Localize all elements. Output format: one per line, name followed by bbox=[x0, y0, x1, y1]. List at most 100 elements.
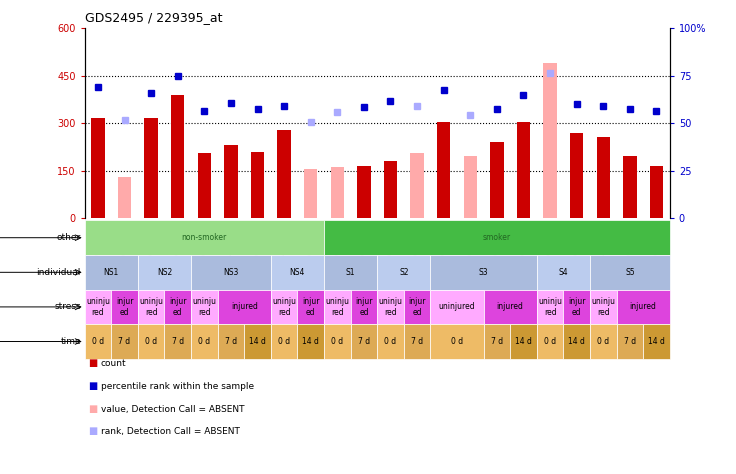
Text: NS3: NS3 bbox=[223, 268, 238, 277]
Text: injur
ed: injur ed bbox=[116, 297, 133, 317]
Bar bbox=[350, 324, 378, 359]
Text: NS2: NS2 bbox=[157, 268, 172, 277]
Bar bbox=[164, 290, 191, 324]
Bar bbox=[277, 129, 291, 218]
Bar bbox=[570, 133, 584, 218]
Bar bbox=[304, 169, 317, 218]
Text: uninju
red: uninju red bbox=[325, 297, 350, 317]
Text: S1: S1 bbox=[346, 268, 355, 277]
Bar bbox=[191, 324, 218, 359]
Bar bbox=[590, 290, 617, 324]
Text: 7 d: 7 d bbox=[491, 337, 503, 346]
Bar bbox=[510, 324, 537, 359]
Bar bbox=[537, 255, 590, 290]
Bar bbox=[490, 142, 503, 218]
Text: individual: individual bbox=[37, 268, 81, 277]
Text: 0 d: 0 d bbox=[331, 337, 344, 346]
Bar bbox=[404, 324, 431, 359]
Text: uninju
red: uninju red bbox=[139, 297, 163, 317]
Text: S5: S5 bbox=[625, 268, 634, 277]
Bar bbox=[384, 161, 397, 218]
Bar bbox=[324, 220, 670, 255]
Text: uninju
red: uninju red bbox=[272, 297, 296, 317]
Bar bbox=[650, 166, 663, 218]
Bar bbox=[218, 324, 244, 359]
Bar bbox=[297, 324, 324, 359]
Bar bbox=[537, 324, 563, 359]
Text: S3: S3 bbox=[479, 268, 489, 277]
Text: value, Detection Call = ABSENT: value, Detection Call = ABSENT bbox=[101, 404, 244, 413]
Text: 7 d: 7 d bbox=[118, 337, 130, 346]
Text: injur
ed: injur ed bbox=[355, 297, 372, 317]
Bar bbox=[111, 290, 138, 324]
Bar bbox=[563, 290, 590, 324]
Bar bbox=[85, 255, 138, 290]
Bar bbox=[324, 290, 350, 324]
Bar bbox=[251, 152, 264, 218]
Text: uninju
red: uninju red bbox=[192, 297, 216, 317]
Text: smoker: smoker bbox=[483, 233, 511, 242]
Bar bbox=[623, 156, 637, 218]
Text: injur
ed: injur ed bbox=[408, 297, 426, 317]
Text: 14 d: 14 d bbox=[648, 337, 665, 346]
Bar bbox=[537, 290, 563, 324]
Bar bbox=[244, 324, 271, 359]
Text: 0 d: 0 d bbox=[278, 337, 290, 346]
Text: uninjured: uninjured bbox=[439, 302, 475, 311]
Bar bbox=[164, 324, 191, 359]
Bar bbox=[297, 290, 324, 324]
Bar bbox=[411, 153, 424, 218]
Bar bbox=[138, 255, 191, 290]
Bar bbox=[517, 122, 530, 218]
Bar bbox=[198, 153, 211, 218]
Text: injur
ed: injur ed bbox=[302, 297, 319, 317]
Bar bbox=[191, 290, 218, 324]
Text: 7 d: 7 d bbox=[171, 337, 184, 346]
Text: 14 d: 14 d bbox=[302, 337, 319, 346]
Bar bbox=[330, 167, 344, 218]
Text: ■: ■ bbox=[88, 381, 98, 391]
Text: 0 d: 0 d bbox=[544, 337, 556, 346]
Bar bbox=[377, 255, 431, 290]
Text: injured: injured bbox=[630, 302, 657, 311]
Bar bbox=[85, 290, 111, 324]
Text: ■: ■ bbox=[88, 426, 98, 436]
Bar bbox=[431, 290, 484, 324]
Text: rank, Detection Call = ABSENT: rank, Detection Call = ABSENT bbox=[101, 427, 240, 436]
Text: 0 d: 0 d bbox=[145, 337, 158, 346]
Bar bbox=[563, 324, 590, 359]
Bar bbox=[357, 166, 370, 218]
Text: uninju
red: uninju red bbox=[378, 297, 403, 317]
Text: uninju
red: uninju red bbox=[538, 297, 562, 317]
Text: GDS2495 / 229395_at: GDS2495 / 229395_at bbox=[85, 11, 222, 24]
Text: 0 d: 0 d bbox=[384, 337, 397, 346]
Bar bbox=[218, 290, 271, 324]
Bar bbox=[271, 290, 297, 324]
Text: time: time bbox=[60, 337, 81, 346]
Text: uninju
red: uninju red bbox=[591, 297, 615, 317]
Text: 7 d: 7 d bbox=[624, 337, 636, 346]
Text: NS1: NS1 bbox=[104, 268, 118, 277]
Bar bbox=[484, 324, 510, 359]
Text: 7 d: 7 d bbox=[225, 337, 237, 346]
Bar bbox=[324, 255, 377, 290]
Bar bbox=[350, 290, 378, 324]
Bar bbox=[437, 122, 450, 218]
Bar bbox=[617, 324, 643, 359]
Bar bbox=[271, 255, 324, 290]
Bar bbox=[271, 324, 297, 359]
Bar bbox=[138, 290, 164, 324]
Bar bbox=[171, 95, 185, 218]
Bar bbox=[85, 220, 324, 255]
Text: percentile rank within the sample: percentile rank within the sample bbox=[101, 382, 254, 391]
Text: 0 d: 0 d bbox=[198, 337, 210, 346]
Text: stress: stress bbox=[54, 302, 81, 311]
Bar bbox=[590, 324, 617, 359]
Text: 14 d: 14 d bbox=[249, 337, 266, 346]
Bar bbox=[643, 324, 670, 359]
Text: S4: S4 bbox=[559, 268, 568, 277]
Bar bbox=[377, 290, 404, 324]
Text: uninju
red: uninju red bbox=[86, 297, 110, 317]
Bar bbox=[138, 324, 164, 359]
Text: 0 d: 0 d bbox=[451, 337, 463, 346]
